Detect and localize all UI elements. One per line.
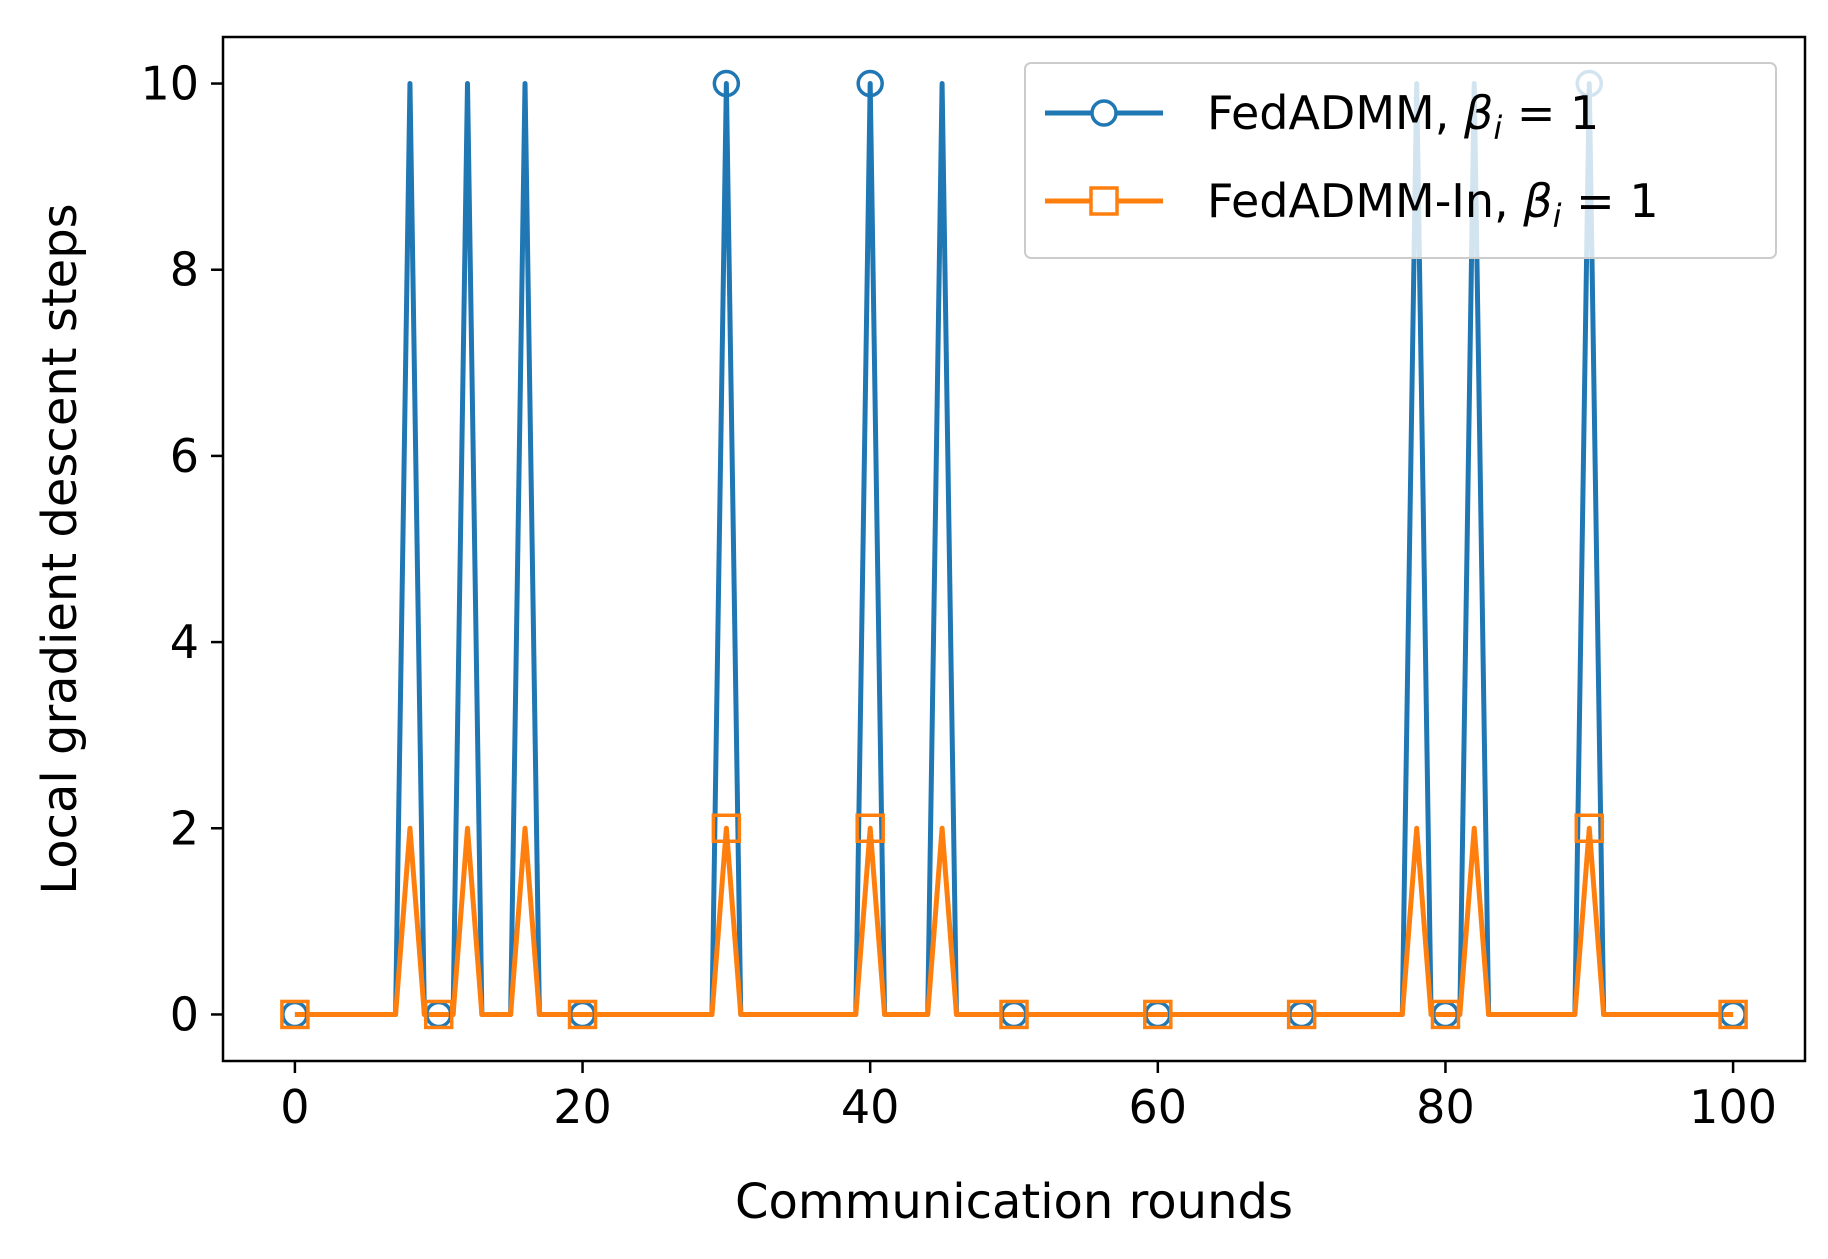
legend-label: FedADMM, βi = 1 bbox=[1207, 86, 1599, 147]
series-1-marker bbox=[280, 999, 310, 1030]
series-0-marker bbox=[712, 69, 741, 98]
y-tick-label: 0 bbox=[170, 987, 199, 1041]
y-axis-label: Local gradient descent steps bbox=[32, 203, 88, 894]
y-tick-label: 8 bbox=[170, 243, 199, 297]
series-1-marker bbox=[711, 813, 742, 844]
series-1-marker bbox=[1286, 999, 1317, 1030]
series-1-marker bbox=[1143, 999, 1173, 1030]
y-tick-label: 2 bbox=[170, 801, 199, 855]
x-tick-label: 60 bbox=[1129, 1080, 1188, 1134]
y-tick-label: 10 bbox=[140, 57, 199, 111]
y-tick-label: 6 bbox=[170, 429, 199, 483]
series-0-marker bbox=[856, 69, 884, 98]
series-1-marker bbox=[423, 999, 454, 1030]
series-1-marker bbox=[1718, 999, 1748, 1030]
series-1-line bbox=[294, 825, 1734, 1017]
x-tick-label: 0 bbox=[280, 1080, 309, 1134]
plot-frame bbox=[221, 35, 1807, 1063]
legend-marker-circle bbox=[1090, 99, 1118, 127]
x-tick-label: 20 bbox=[553, 1080, 612, 1134]
series-1-marker bbox=[567, 999, 598, 1030]
x-axis-label: Communication rounds bbox=[735, 1174, 1293, 1230]
series-1-marker bbox=[1574, 813, 1605, 844]
x-tick-label: 40 bbox=[841, 1080, 900, 1134]
ticks-layer: 0 20 40 60 80 100 0 2 4 6 8 10 bbox=[140, 57, 1777, 1134]
legend-marker-square bbox=[1089, 186, 1119, 216]
series-1-marker bbox=[1430, 999, 1461, 1030]
series-1-marker bbox=[999, 999, 1029, 1030]
legend-label: FedADMM-In, βi = 1 bbox=[1207, 174, 1659, 235]
legend: FedADMM, βi = 1 FedADMM-In, βi = 1 bbox=[1024, 62, 1777, 259]
y-tick-label: 4 bbox=[170, 615, 199, 669]
legend-box bbox=[1024, 62, 1777, 259]
series-1-marker bbox=[855, 813, 885, 844]
x-tick-label: 80 bbox=[1416, 1080, 1475, 1134]
series-layer bbox=[280, 69, 1748, 1030]
x-tick-label: 100 bbox=[1689, 1080, 1777, 1134]
